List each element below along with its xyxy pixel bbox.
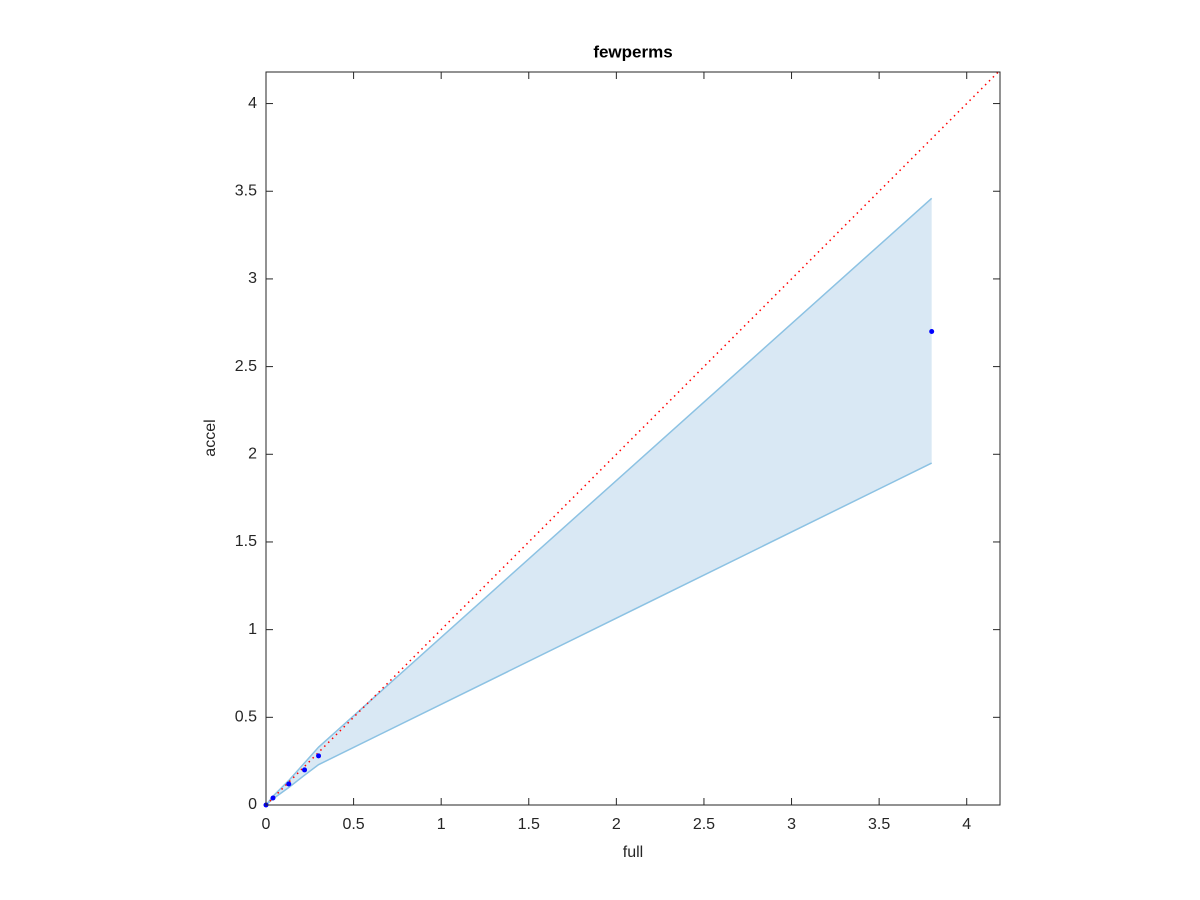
y-tick-label: 0.5	[235, 709, 257, 726]
y-axis-label: accel	[202, 419, 219, 456]
y-tick-label: 3.5	[235, 182, 257, 199]
y-tick-label: 1.5	[235, 533, 257, 550]
x-tick-label: 0	[262, 816, 271, 833]
data-point	[302, 767, 308, 773]
x-tick-label: 1	[437, 816, 446, 833]
chart-title: fewperms	[593, 42, 672, 61]
x-tick-label: 2.5	[693, 816, 715, 833]
y-tick-label: 2	[248, 446, 257, 463]
data-point	[270, 795, 276, 801]
y-tick-label: 0	[248, 796, 257, 813]
axes-box	[265, 71, 1001, 806]
y-tick-label: 2.5	[235, 358, 257, 375]
x-axis-label: full	[623, 844, 643, 861]
y-tick-label: 4	[248, 95, 257, 112]
x-tick-label: 1.5	[518, 816, 540, 833]
y-tick-label: 3	[248, 270, 257, 287]
x-tick-label: 4	[962, 816, 971, 833]
data-point	[929, 329, 935, 335]
data-point	[316, 753, 322, 759]
x-tick-label: 3.5	[868, 816, 890, 833]
data-point	[286, 781, 292, 787]
confidence-band	[266, 198, 932, 806]
x-tick-label: 2	[612, 816, 621, 833]
y-tick-label: 1	[248, 621, 257, 638]
x-tick-label: 3	[787, 816, 796, 833]
x-tick-label: 0.5	[342, 816, 364, 833]
